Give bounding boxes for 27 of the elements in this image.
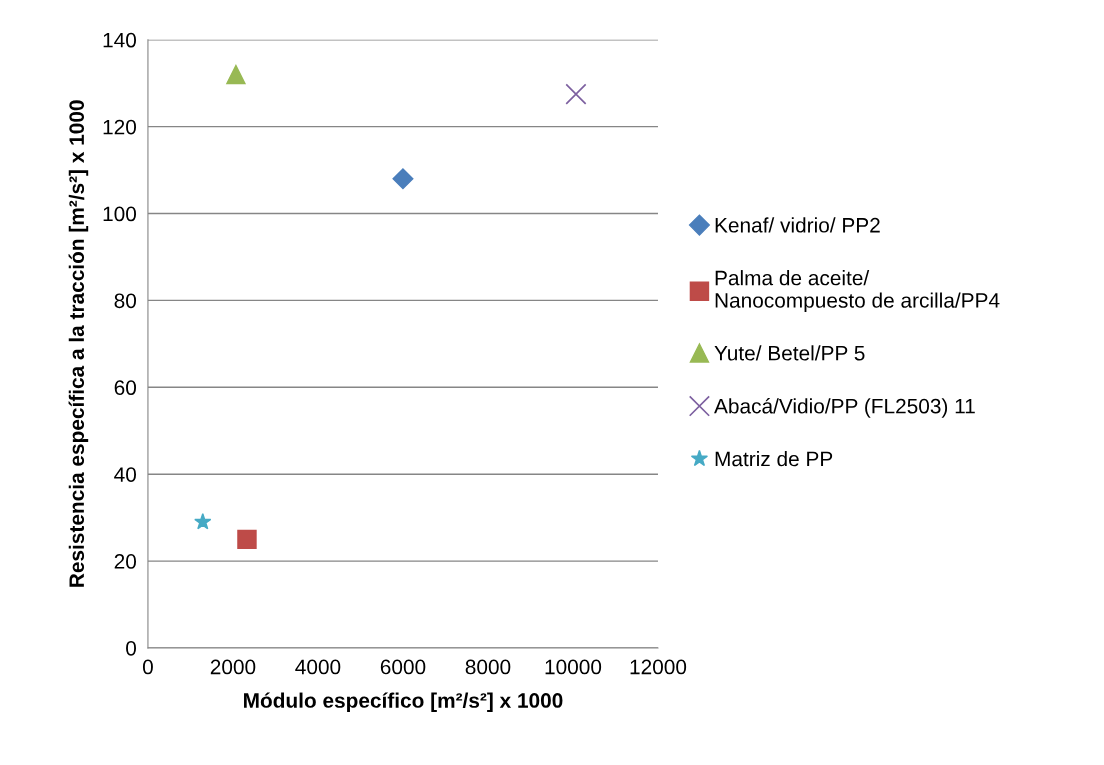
- legend-label: Kenaf/ vidrio/ PP2: [715, 217, 880, 233]
- x-tick-label: 0: [142, 659, 153, 675]
- x-tick-label: 8000: [465, 659, 511, 675]
- x-tick-label: 4000: [295, 659, 341, 675]
- y-tick-label: 40: [114, 467, 137, 482]
- y-tick-label: 120: [103, 119, 137, 135]
- legend-label: Matriz de PP: [715, 451, 833, 467]
- x-tick-label: 12000: [630, 659, 687, 675]
- legend-label: Abacá/Vidio/PP (FL2503) 11: [714, 398, 975, 418]
- point: [237, 529, 257, 550]
- x-tick-label: 6000: [380, 659, 426, 675]
- y-tick-label: 20: [114, 554, 137, 569]
- y-tick-label: 140: [103, 32, 137, 48]
- legend-label: Palma de aceite/ Nanocompuesto de arcilla/PP4: [715, 270, 1000, 312]
- x-axis-title: Módulo específico [m²/s²] x 1000: [244, 692, 563, 712]
- point: [565, 83, 587, 105]
- y-tick-label: 100: [103, 206, 137, 222]
- point: [194, 512, 212, 530]
- y-axis-title: Resistencia específica a la tracción [m²/s²] x 1000: [68, 100, 89, 587]
- legend-label: Yute/ Betel/PP 5: [714, 345, 865, 361]
- point: [226, 64, 246, 85]
- x-tick-label: 2000: [210, 659, 256, 675]
- x-tick-label: 10000: [545, 659, 602, 675]
- point: [392, 168, 414, 190]
- y-tick-label: 80: [114, 293, 137, 309]
- y-tick-label: 60: [114, 380, 137, 396]
- y-tick-label: 0: [126, 640, 137, 656]
